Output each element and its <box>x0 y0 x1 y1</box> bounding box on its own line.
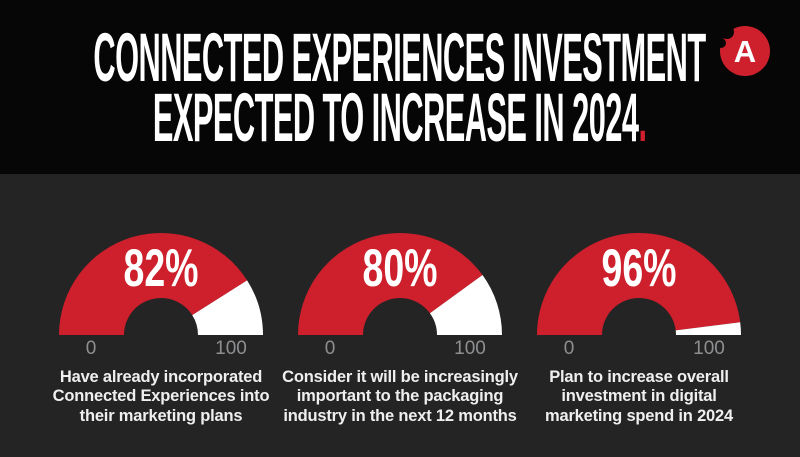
gauge-max-label: 100 <box>454 338 486 359</box>
gauge-chart-3: 96% <box>534 231 744 337</box>
gauge-card-1: 82% 0 100 Have already incorporated Conn… <box>43 231 279 426</box>
gauge-value-1: 82% <box>123 238 199 298</box>
gauge-max-label: 100 <box>693 338 725 359</box>
page-title-line-2: EXPECTED TO INCREASE IN 2024. <box>153 81 647 154</box>
header: CONNECTED EXPERIENCES INVESTMENT EXPECTE… <box>0 0 800 174</box>
gauge-min-label: 0 <box>85 338 97 359</box>
gauge-scale-3: 0 100 <box>534 338 744 360</box>
gauge-value-3: 96% <box>601 238 677 298</box>
svg-text:A: A <box>734 34 756 69</box>
gauge-arc-1 <box>59 233 263 335</box>
gauge-value-2: 80% <box>362 238 438 298</box>
gauge-card-3: 96% 0 100 Plan to increase overall inves… <box>521 231 757 426</box>
gauge-chart-1: 82% <box>56 231 266 337</box>
gauge-scale-2: 0 100 <box>295 338 505 360</box>
gauge-max-label: 100 <box>215 338 247 359</box>
page-title-text-1: CONNECTED EXPERIENCES INVESTMENT <box>93 18 707 96</box>
gauges-row: 82% 0 100 Have already incorporated Conn… <box>0 231 800 426</box>
page-title-line-1: CONNECTED EXPERIENCES INVESTMENT <box>93 18 707 96</box>
title-period-accent: . <box>638 78 648 156</box>
gauge-min-label: 0 <box>324 338 336 359</box>
gauge-arc-3 <box>537 232 741 335</box>
gauge-scale-1: 0 100 <box>56 338 266 360</box>
gauge-caption-1: Have already incorporated Connected Expe… <box>52 368 270 425</box>
gauge-arc-2 <box>298 233 502 335</box>
gauge-chart-2: 80% <box>295 231 505 337</box>
page-title-text-2: EXPECTED TO INCREASE IN 2024 <box>153 78 639 156</box>
gauge-caption-3: Plan to increase overall investment in d… <box>545 368 733 425</box>
gauge-min-label: 0 <box>563 338 575 359</box>
gauge-caption-2: Consider it will be increasingly importa… <box>282 368 518 425</box>
brand-logo-icon: A <box>718 25 770 76</box>
gauge-card-2: 80% 0 100 Consider it will be increasing… <box>282 231 518 426</box>
